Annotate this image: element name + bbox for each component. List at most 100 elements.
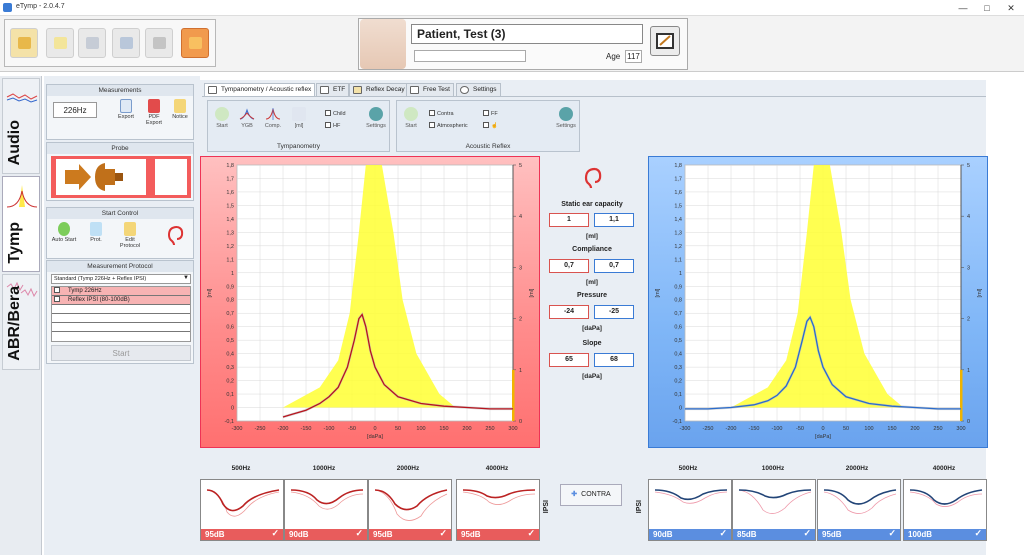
checkbox-label: Contra <box>437 111 454 117</box>
static-capacity-left: 1 <box>549 213 589 227</box>
slope-right: 68 <box>594 353 634 367</box>
comp-button[interactable]: Comp. <box>262 107 284 129</box>
edit-protocol-button[interactable]: Edit Protocol <box>117 222 143 249</box>
hand-checkbox[interactable]: ☝ <box>483 122 498 129</box>
checkbox-label: FF <box>491 111 498 117</box>
reflex-thumb-right-2000[interactable]: 95dB ✓ <box>817 479 901 541</box>
checkbox-box[interactable] <box>325 110 331 116</box>
tab-tympanometry[interactable]: Tympanometry / Acoustic reflex <box>204 83 316 96</box>
measure-button[interactable] <box>181 28 209 58</box>
y-tick-label: 1 <box>231 271 234 277</box>
tab-divider <box>202 96 986 97</box>
checkmark-icon: ✓ <box>527 528 535 538</box>
tab-free-test[interactable]: Free Test <box>406 83 454 96</box>
start-button[interactable]: Start <box>51 345 191 361</box>
measurements-title: Measurements <box>47 85 193 96</box>
search-button[interactable] <box>112 28 140 58</box>
freq-label-left: 4000Hz <box>485 465 509 472</box>
new-button[interactable] <box>46 28 74 58</box>
contra-checkbox[interactable]: Contra <box>429 110 454 117</box>
y-tick-label: 0,2 <box>674 379 682 385</box>
child-checkbox[interactable]: Child <box>325 110 346 117</box>
protocol-select[interactable]: Standard (Tymp 226Hz + Reflex IPSI) ▼ <box>51 274 191 284</box>
y-tick-label: -0,1 <box>225 419 234 425</box>
checkbox-checked[interactable] <box>54 287 60 293</box>
probe-status <box>51 156 191 198</box>
freq-label-right: 4000Hz <box>932 465 956 472</box>
pdf-export-button[interactable]: PDF Export <box>141 99 167 126</box>
side-tab-abr[interactable]: ABR/Bera <box>2 274 40 370</box>
list-item[interactable]: Tymp 226Hz <box>52 287 190 296</box>
note-icon <box>54 37 67 49</box>
export-button[interactable]: Export <box>113 99 139 120</box>
y-tick-label: 0,2 <box>226 379 234 385</box>
auto-start-button[interactable]: Auto Start <box>51 222 77 243</box>
checkbox-box[interactable] <box>325 122 331 128</box>
abr-icon <box>6 281 38 298</box>
reflex-thumb-left-1000[interactable]: 90dB ✓ <box>284 479 368 541</box>
tymp-start-button[interactable]: Start <box>211 107 233 129</box>
checkbox-box[interactable] <box>483 122 489 128</box>
list-item-label: Tymp 226Hz <box>68 288 102 294</box>
x-tick-label: 50 <box>843 426 849 432</box>
list-item[interactable] <box>52 305 190 314</box>
y-tick-label: 0,9 <box>226 284 234 290</box>
patient-name[interactable]: Patient, Test (3) <box>411 24 643 44</box>
close-icon[interactable]: ✕ <box>1007 3 1015 13</box>
y2-tick-label: 5 <box>519 163 522 169</box>
reflex-thumb-right-1000[interactable]: 85dB ✓ <box>732 479 816 541</box>
reflex-trace <box>738 489 812 514</box>
y-tick-label: 0 <box>679 406 682 412</box>
comp-curve-icon <box>265 108 281 120</box>
gear-icon <box>460 86 469 94</box>
checkbox-box[interactable] <box>429 110 435 116</box>
maximize-icon[interactable]: □ <box>984 3 990 13</box>
contra-button[interactable]: ✚ CONTRA <box>560 484 622 506</box>
edit-patient-button[interactable] <box>650 26 680 56</box>
y-tick-label: 0,7 <box>226 311 234 317</box>
y-tick-label: 0,5 <box>226 338 234 344</box>
y2-tick-label: 4 <box>967 214 970 220</box>
checkbox-box[interactable] <box>429 122 435 128</box>
reflex-thumb-left-500[interactable]: 95dB ✓ <box>200 479 284 541</box>
list-item[interactable] <box>52 314 190 323</box>
tab-etf[interactable]: ETF <box>316 83 350 96</box>
ygb-button[interactable]: YGB <box>236 107 258 129</box>
ff-checkbox[interactable]: FF <box>483 110 498 117</box>
list-item[interactable] <box>52 323 190 332</box>
atmospheric-checkbox[interactable]: Atmospheric <box>429 122 468 129</box>
reflex-settings-button[interactable]: Settings <box>553 107 579 129</box>
minimize-icon[interactable]: — <box>958 3 968 13</box>
list-item[interactable]: Reflex IPSI (80-100dB) <box>52 296 190 305</box>
tymp-settings-button[interactable]: Settings <box>363 107 389 129</box>
y2-tick-label: 4 <box>519 214 522 220</box>
checkmark-icon: ✓ <box>974 528 982 538</box>
x-tick-label: -200 <box>725 426 736 432</box>
notice-button[interactable]: Notice <box>167 99 193 120</box>
reflex-thumb-left-2000[interactable]: 95dB ✓ <box>368 479 452 541</box>
print-button[interactable] <box>145 28 173 58</box>
upload-button[interactable] <box>78 28 106 58</box>
side-tab-audio[interactable]: Audio <box>2 78 40 174</box>
x-tick-label: 250 <box>933 426 942 432</box>
open-folder-button[interactable] <box>10 28 38 58</box>
checkbox-checked[interactable] <box>54 296 60 302</box>
ml-button[interactable]: [ml] <box>288 107 310 129</box>
age-field[interactable]: 117 <box>625 50 642 63</box>
tab-reflex-decay[interactable]: Reflex Decay <box>349 83 409 96</box>
reflex-thumb-right-4000[interactable]: 100dB ✓ <box>903 479 987 541</box>
ear-icon <box>584 167 602 189</box>
x-tick-label: 300 <box>508 426 517 432</box>
frequency-display: 226Hz <box>53 102 97 118</box>
protocol-button[interactable]: Prot. <box>83 222 109 243</box>
patient-subfield[interactable] <box>414 50 526 62</box>
side-tab-tymp[interactable]: Tymp <box>2 176 40 272</box>
checkbox-box[interactable] <box>483 110 489 116</box>
measurement-protocol-group: Measurement Protocol Standard (Tymp 226H… <box>46 260 194 364</box>
reflex-start-button[interactable]: Start <box>400 107 422 129</box>
reflex-thumb-left-4000[interactable]: 95dB ✓ <box>456 479 540 541</box>
x-axis-label: [daPa] <box>815 434 831 440</box>
tab-settings[interactable]: Settings <box>456 83 501 96</box>
hf-checkbox[interactable]: HF <box>325 122 340 129</box>
reflex-thumb-right-500[interactable]: 90dB ✓ <box>648 479 732 541</box>
